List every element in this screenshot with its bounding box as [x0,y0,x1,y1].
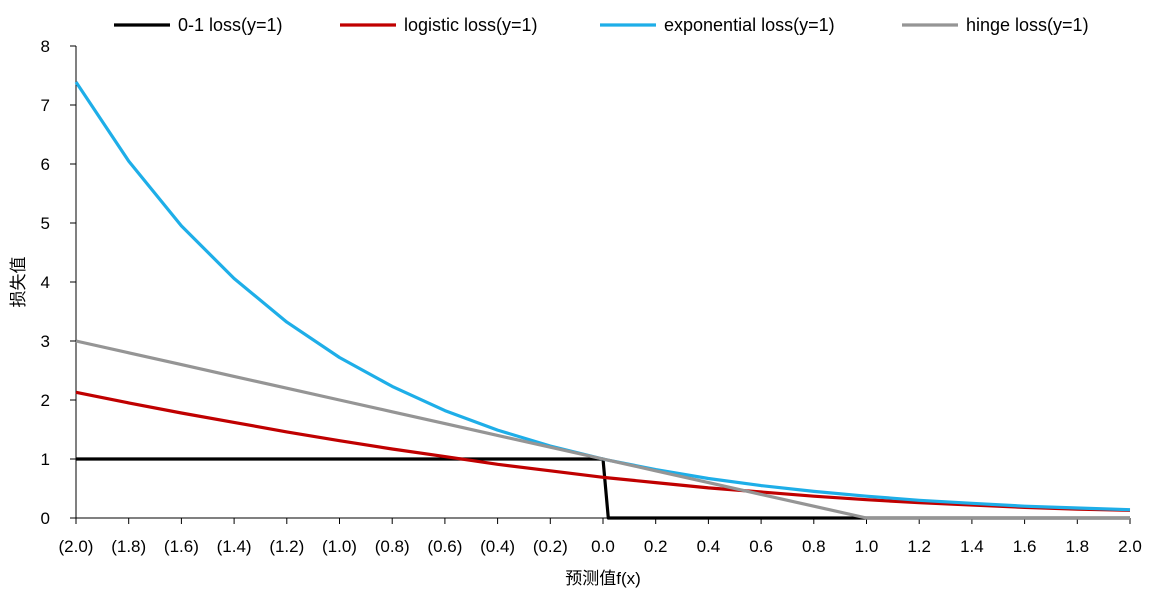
series-line-1 [76,457,1130,520]
x-axis: (2.0) (1.8) (1.6) (1.4) (1.2) (1.0) (0.8) (0.6)… [59,517,1142,556]
y-tick-label: 3 [41,332,50,351]
y-tick-label: 2 [41,391,50,410]
x-tick-label: (0.2) [533,537,568,556]
y-axis-title: 损失值 [9,257,28,308]
y-tick-label: 5 [41,214,50,233]
x-tick-label: 0.8 [802,537,826,556]
x-tick-label: (0.4) [480,537,515,556]
legend: 0-1 loss(y=1) logistic loss(y=1) exponenti… [114,15,1089,35]
x-tick-label: 1.8 [1065,537,1089,556]
y-tick-label: 1 [41,450,50,469]
series-line-2 [75,390,1131,512]
y-tick-label: 6 [41,155,50,174]
legend-label: exponential loss(y=1) [664,15,835,35]
x-tick-label: 0.2 [644,537,668,556]
series-layer [74,81,1131,520]
y-axis: 0 1 2 3 4 5 6 7 8 [41,37,77,528]
y-tick-label: 0 [41,509,50,528]
x-tick-label: (1.6) [164,537,199,556]
x-tick-label: (1.8) [111,537,146,556]
y-tick-label: 4 [41,273,50,292]
x-tick-label: (0.8) [375,537,410,556]
x-tick-label: (1.2) [269,537,304,556]
x-axis-title: 预测值f(x) [565,569,641,588]
x-tick-label: 1.6 [1013,537,1037,556]
legend-label: 0-1 loss(y=1) [178,15,283,35]
series-line-3 [74,81,1131,512]
series-line-4 [75,339,1130,520]
y-tick-label: 7 [41,96,50,115]
x-tick-label: 1.0 [855,537,879,556]
legend-label: hinge loss(y=1) [966,15,1089,35]
legend-label: logistic loss(y=1) [404,15,538,35]
x-tick-label: (1.4) [217,537,252,556]
x-tick-label: 1.2 [907,537,931,556]
x-tick-label: 1.4 [960,537,984,556]
y-tick-label: 8 [41,37,50,56]
x-tick-label: (1.0) [322,537,357,556]
x-tick-label: 0.4 [697,537,721,556]
x-tick-label: (2.0) [59,537,94,556]
x-tick-label: (0.6) [427,537,462,556]
x-tick-label: 0.0 [591,537,615,556]
x-tick-label: 0.6 [749,537,773,556]
x-tick-label: 2.0 [1118,537,1142,556]
